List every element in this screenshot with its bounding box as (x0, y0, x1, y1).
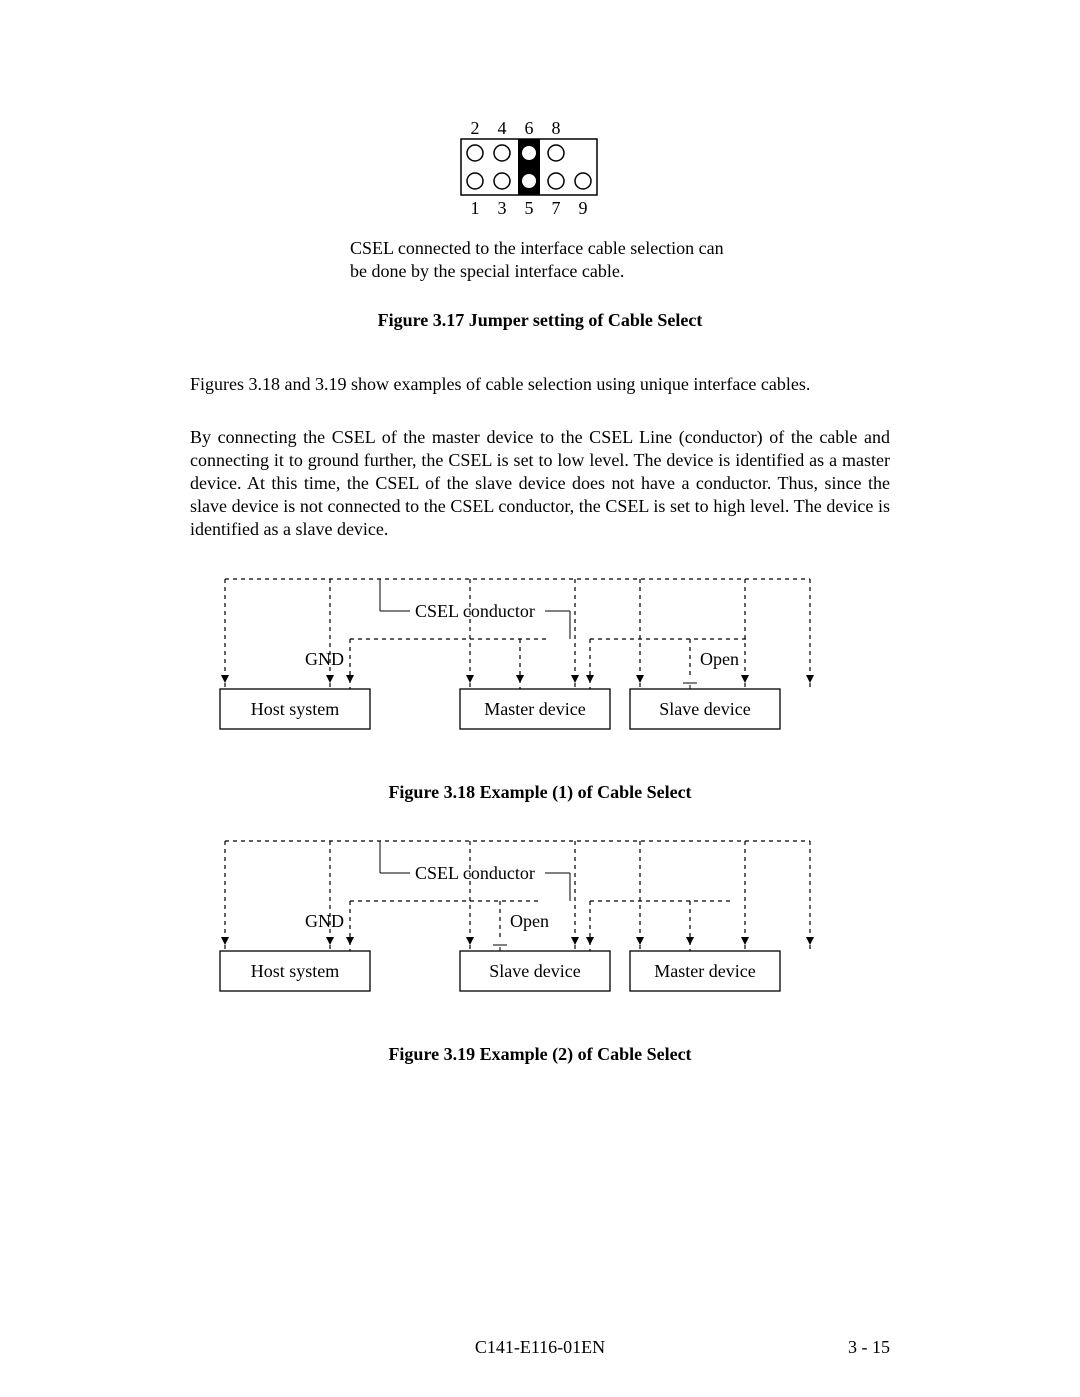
diagram-319-svg: CSEL conductor GND Open Host system Slav… (190, 831, 830, 1011)
jumper-top-label: 6 (525, 120, 534, 138)
gnd-label: GND (305, 911, 344, 931)
jumper-pin-open (548, 173, 564, 189)
figure-3-19-title: Figure 3.19 Example (2) of Cable Select (190, 1044, 890, 1065)
diagram-318-svg: CSEL conductor GND Open Host system Mast… (190, 569, 830, 749)
open-label: Open (700, 649, 739, 669)
arrowhead (586, 675, 594, 683)
paragraph-2: By connecting the CSEL of the master dev… (190, 426, 890, 541)
jumper-pin-shorted (522, 146, 536, 160)
jumper-bottom-label: 3 (498, 198, 507, 218)
jumper-pin-open (494, 173, 510, 189)
jumper-pin-open (467, 173, 483, 189)
csel-conductor-label: CSEL conductor (415, 601, 535, 621)
master-label: Master device (484, 699, 585, 719)
jumper-pin-open (575, 173, 591, 189)
host-label: Host system (251, 961, 340, 981)
arrowhead (346, 675, 354, 683)
jumper-top-label: 4 (498, 120, 507, 138)
jumper-pin-open (494, 145, 510, 161)
footer-page-number: 3 - 15 (848, 1337, 890, 1358)
arrowhead (516, 675, 524, 683)
arrowheads (221, 937, 814, 945)
arrowhead (346, 937, 354, 945)
jumper-bottom-label: 5 (525, 198, 534, 218)
csel-conductor-label: CSEL conductor (415, 863, 535, 883)
slave-label: Slave device (489, 961, 580, 981)
master-label: Master device (654, 961, 755, 981)
arrowhead (686, 937, 694, 945)
jumper-caption: CSEL connected to the interface cable se… (350, 237, 730, 282)
figure-3-19-diagram: CSEL conductor GND Open Host system Slav… (190, 831, 890, 1016)
jumper-figure: 2 4 6 8 1 3 5 7 9 CSEL connecte (190, 120, 890, 282)
jumper-svg: 2 4 6 8 1 3 5 7 9 (455, 120, 625, 220)
jumper-pin-open (548, 145, 564, 161)
arrowhead (586, 937, 594, 945)
gnd-label: GND (305, 649, 344, 669)
paragraph-1: Figures 3.18 and 3.19 show examples of c… (190, 373, 890, 396)
page: 2 4 6 8 1 3 5 7 9 CSEL connecte (0, 0, 1080, 1397)
open-label: Open (510, 911, 549, 931)
jumper-top-label: 8 (552, 120, 561, 138)
figure-3-18-diagram: CSEL conductor GND Open Host system Mast… (190, 569, 890, 754)
jumper-bottom-label: 1 (471, 198, 480, 218)
jumper-bottom-label: 9 (579, 198, 588, 218)
jumper-top-label: 2 (471, 120, 480, 138)
figure-3-18-title: Figure 3.18 Example (1) of Cable Select (190, 782, 890, 803)
jumper-pin-shorted (522, 174, 536, 188)
slave-label: Slave device (659, 699, 750, 719)
host-label: Host system (251, 699, 340, 719)
footer-doc-id: C141-E116-01EN (0, 1337, 1080, 1358)
jumper-pin-open (467, 145, 483, 161)
jumper-bottom-label: 7 (552, 198, 561, 218)
figure-3-17-title: Figure 3.17 Jumper setting of Cable Sele… (190, 310, 890, 331)
